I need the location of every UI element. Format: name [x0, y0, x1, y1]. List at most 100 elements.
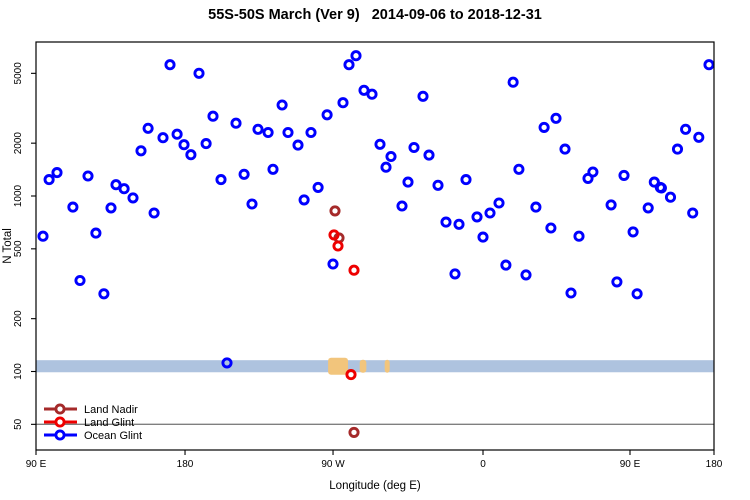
ocean-glint-point — [51, 167, 63, 179]
land-nadir-legend-marker — [54, 403, 66, 415]
ocean-glint-point — [385, 150, 397, 163]
ocean-glint-point — [449, 268, 461, 280]
ocean-glint-point — [618, 169, 630, 181]
ocean-glint-point — [460, 174, 472, 186]
land-glint-legend-marker — [54, 416, 66, 428]
ocean-glint-point — [238, 168, 250, 180]
ocean-glint-point — [105, 202, 117, 214]
ocean-glint-point — [484, 207, 496, 219]
land-glint-point — [348, 264, 360, 276]
ocean-glint-point — [671, 143, 684, 155]
ocean-glint-point — [118, 183, 130, 195]
ocean-glint-point — [664, 191, 677, 203]
land-glint-point — [332, 240, 344, 252]
y-tick-label: 5000 — [13, 62, 24, 85]
ocean-glint-point — [327, 258, 339, 270]
ocean-glint-point — [262, 126, 274, 139]
land-glint-point — [345, 369, 357, 381]
ocean-glint-point — [611, 276, 623, 288]
y-tick-label: 100 — [13, 363, 24, 380]
ocean-glint-point — [321, 109, 333, 121]
ocean-glint-point — [171, 128, 183, 140]
x-tick-label: 90 E — [620, 459, 641, 470]
legend-label-land-glint: Land Glint — [84, 417, 134, 429]
ocean-glint-point — [110, 179, 122, 191]
ocean-glint-point — [493, 197, 505, 209]
ocean-glint-point — [200, 138, 212, 150]
ocean-glint-point — [74, 274, 86, 287]
land-nadir-point — [329, 205, 341, 217]
ocean-glint-point — [215, 174, 227, 186]
ocean-glint-point — [545, 222, 557, 234]
x-tick-label: 90 E — [26, 459, 47, 470]
ocean-glint-point — [282, 126, 294, 139]
ocean-glint-point — [90, 227, 102, 239]
ocean-glint-point — [267, 163, 279, 175]
ocean-glint-point — [230, 117, 242, 129]
y-tick-label: 1000 — [13, 184, 24, 207]
ocean-glint-point — [471, 211, 483, 223]
ocean-glint-point — [559, 143, 571, 155]
land-patch — [384, 359, 390, 373]
axes-layer: 90 E 180 90 W 0 90 E 180 50 100 200 500 1000 2000 50… — [13, 62, 723, 470]
land-glint-point — [328, 229, 340, 241]
ocean-glint-point — [178, 139, 190, 151]
ocean-band — [36, 360, 714, 373]
y-tick-label: 200 — [13, 310, 24, 327]
latitude-band-map — [36, 357, 714, 375]
legend-label-land-nadir: Land Nadir — [84, 404, 138, 416]
ocean-glint-point — [37, 230, 49, 242]
ocean-glint-point — [408, 141, 420, 154]
ocean-glint-point — [127, 192, 139, 204]
ocean-glint-point — [157, 132, 169, 144]
ocean-glint-point — [82, 170, 94, 182]
ocean-glint-point — [582, 172, 594, 184]
ocean-glint-point — [207, 110, 219, 122]
ocean-glint-legend-marker — [54, 429, 66, 441]
ocean-glint-point — [396, 200, 408, 212]
ocean-glint-point — [423, 149, 435, 161]
chart-title: 55S-50S March (Ver 9) 2014-09-06 to 2018… — [208, 7, 542, 23]
ocean-glint-point — [627, 226, 639, 238]
y-tick-label: 500 — [13, 240, 24, 257]
x-tick-label: 180 — [706, 459, 723, 470]
ocean-glint-point — [98, 288, 110, 300]
ocean-glint-point — [221, 357, 233, 369]
ocean-glint-point — [252, 123, 264, 135]
data-points-layer — [37, 50, 715, 438]
ocean-glint-point — [402, 176, 414, 188]
ocean-glint-point — [246, 198, 258, 210]
ocean-glint-point — [298, 194, 310, 206]
ocean-glint-point — [680, 123, 692, 135]
legend-item-land-nadir: Land Nadir — [44, 403, 138, 416]
ocean-glint-point — [453, 218, 465, 230]
ocean-glint-point — [142, 122, 154, 134]
ocean-glint-point — [366, 88, 378, 100]
ocean-glint-point — [164, 59, 176, 71]
land-patch — [328, 357, 349, 375]
ocean-glint-point — [642, 202, 654, 214]
ocean-glint-point — [148, 207, 160, 219]
ocean-glint-point — [530, 201, 542, 213]
legend-item-land-glint: Land Glint — [44, 416, 134, 429]
ocean-glint-point — [550, 112, 562, 124]
ocean-glint-point — [374, 138, 386, 150]
ocean-glint-point — [507, 76, 519, 88]
y-tick-label: 50 — [13, 418, 24, 430]
land-nadir-point — [348, 426, 360, 438]
x-axis-title: Longitude (deg E) — [329, 480, 421, 492]
ocean-glint-point — [432, 179, 444, 191]
ocean-glint-point — [693, 131, 705, 143]
ocean-glint-point — [380, 161, 392, 173]
y-axis-title: N Total — [2, 228, 14, 264]
ocean-glint-point — [185, 149, 197, 161]
ocean-glint-point — [513, 163, 525, 175]
ocean-glint-point — [43, 174, 55, 186]
ocean-glint-point — [312, 181, 324, 193]
ocean-glint-point — [440, 216, 452, 228]
land-patch — [359, 359, 367, 373]
ocean-glint-point — [276, 99, 288, 111]
x-tick-label: 180 — [177, 459, 194, 470]
